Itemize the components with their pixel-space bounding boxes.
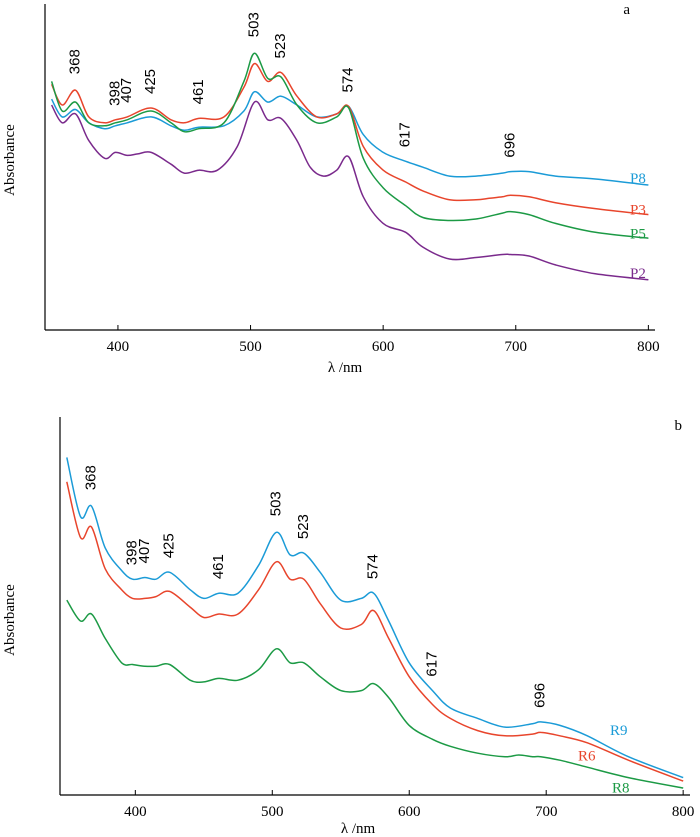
panel-label: b	[675, 418, 683, 434]
x-tick-label: 500	[239, 339, 262, 355]
series-line-p2	[50, 100, 649, 281]
series-label-r9: R9	[610, 723, 628, 739]
x-tick-label: 800	[637, 339, 660, 355]
x-axis-label: λ /nm	[341, 821, 376, 837]
series-label-r6: R6	[578, 749, 596, 765]
series-line-r6	[66, 481, 684, 782]
series-label-p3: P3	[630, 203, 646, 219]
x-axis-label: λ /nm	[328, 360, 363, 376]
peak-label-461: 461	[210, 554, 227, 579]
peak-label-696: 696	[501, 133, 518, 158]
peak-label-574: 574	[365, 554, 382, 579]
peak-label-425: 425	[161, 533, 178, 558]
peak-label-503: 503	[267, 491, 284, 516]
peak-label-696: 696	[532, 683, 549, 708]
peak-label-617: 617	[424, 652, 441, 677]
x-tick-label: 700	[535, 804, 558, 820]
x-tick-label: 700	[505, 339, 528, 355]
series-label-p8: P8	[630, 171, 646, 187]
peak-label-523: 523	[295, 514, 312, 539]
peak-label-398: 398	[106, 81, 123, 106]
series-line-p8	[50, 90, 649, 186]
peak-label-368: 368	[83, 465, 100, 490]
x-tick-label: 800	[672, 804, 695, 820]
series-line-r8	[66, 599, 684, 789]
x-tick-label: 600	[398, 804, 421, 820]
series-line-r9	[66, 457, 684, 779]
peak-label-407: 407	[136, 538, 153, 563]
chart-panel-a: 400 500 600 700 800 Absorbance λ /nm a P8 P3 P5 P2 3…	[2, 2, 660, 376]
panel-label: a	[623, 2, 630, 18]
peak-label-574: 574	[340, 67, 357, 92]
peak-label-523: 523	[272, 33, 289, 58]
peak-label-368: 368	[67, 49, 84, 74]
peak-label-617: 617	[397, 122, 414, 147]
x-tick-label: 600	[372, 339, 395, 355]
y-axis-label: Absorbance	[2, 584, 18, 656]
peak-label-503: 503	[246, 12, 263, 37]
x-tick-label: 500	[261, 804, 284, 820]
peak-label-461: 461	[190, 79, 207, 104]
y-axis-label: Absorbance	[2, 124, 18, 196]
x-tick-label: 400	[107, 339, 130, 355]
peak-label-398: 398	[124, 540, 141, 565]
series-line-p5	[50, 52, 649, 239]
series-label-p2: P2	[630, 266, 646, 282]
series-label-r8: R8	[612, 781, 630, 797]
chart-panel-b: 400 500 600 700 800 Absorbance λ /nm b R9 R6 R8 368…	[2, 417, 694, 837]
series-label-p5: P5	[630, 226, 646, 242]
peak-label-425: 425	[142, 69, 159, 94]
x-tick-label: 400	[124, 804, 147, 820]
series-line-p3	[50, 62, 649, 216]
peak-label-407: 407	[118, 78, 135, 103]
